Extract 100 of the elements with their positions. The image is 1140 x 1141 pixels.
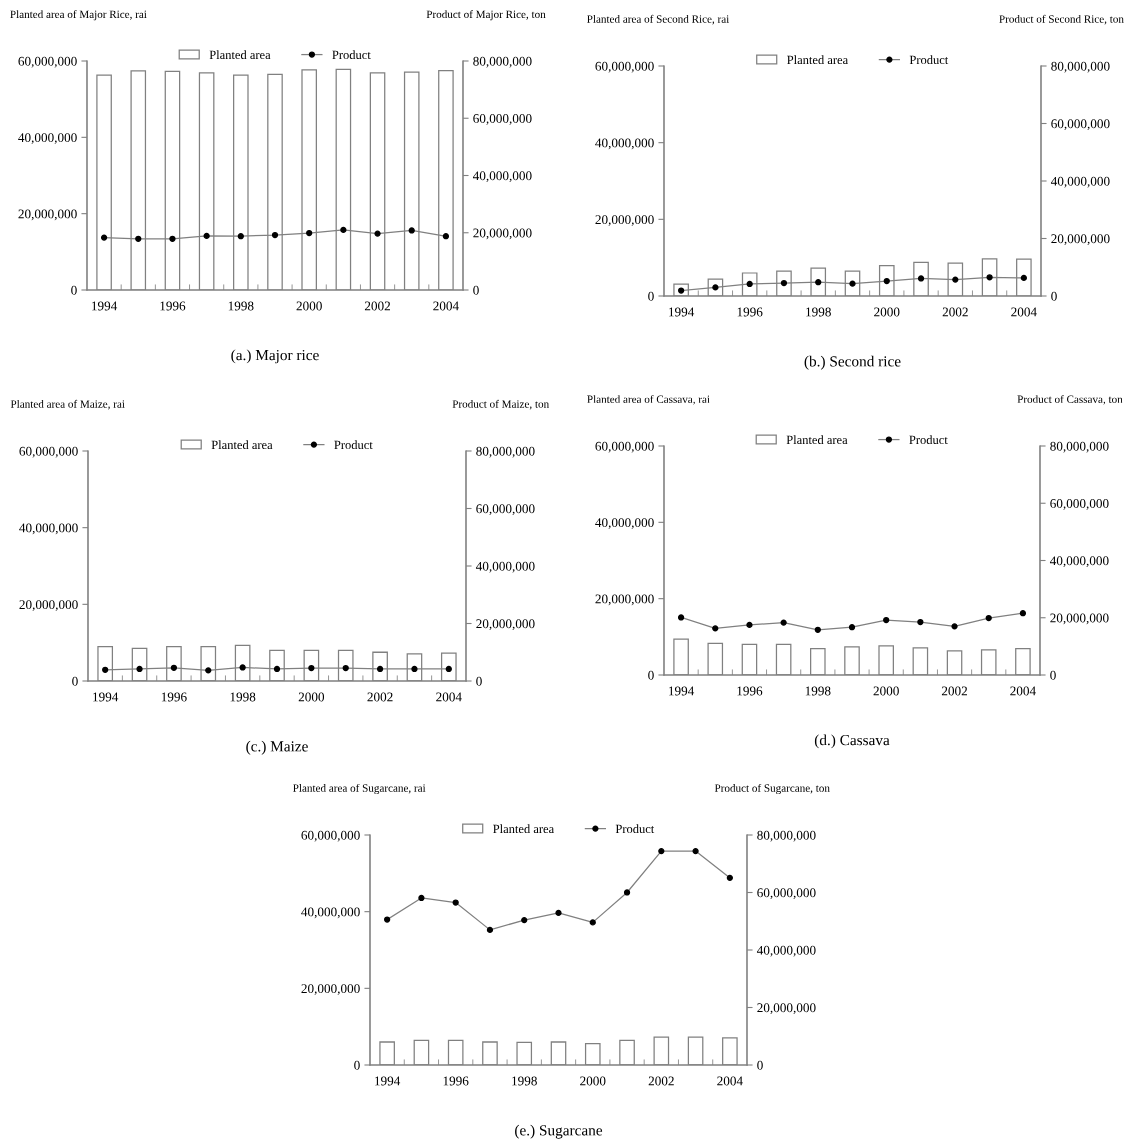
legend-label: Product — [909, 435, 948, 445]
y-tick-label: 20,000,000 — [18, 209, 77, 221]
y2-tick-label: 80,000,000 — [757, 830, 816, 842]
x-tick-label: 2004 — [433, 301, 459, 311]
x-tick-label: 1998 — [230, 692, 256, 702]
y2-axis-title: Product of Cassava, ton — [1017, 395, 1123, 405]
y-tick-label: 20,000,000 — [301, 984, 360, 995]
x-tick-label: 1994 — [669, 307, 695, 317]
x-tick-label: 1994 — [92, 301, 118, 311]
y-tick-label: 60,000,000 — [301, 830, 360, 842]
x-tick-label: 1996 — [737, 307, 763, 317]
y2-tick-label: 80,000,000 — [476, 446, 535, 458]
y2-tick-label: 20,000,000 — [1050, 613, 1109, 625]
y2-tick-label: 80,000,000 — [473, 56, 532, 68]
y-tick-label: 0 — [71, 285, 77, 295]
y2-tick-label: 60,000,000 — [757, 888, 816, 900]
y2-tick-label: 80,000,000 — [1050, 441, 1109, 453]
legend-label: Planted area — [786, 435, 848, 445]
text: (d.) Cassava — [814, 734, 890, 749]
y-tick-label: 60,000,000 — [595, 61, 654, 73]
x-tick-label: 1996 — [737, 686, 763, 696]
x-tick-label: 2000 — [873, 686, 899, 696]
x-tick-label: 1996 — [161, 692, 187, 702]
x-tick-label: 2000 — [874, 307, 900, 317]
x-tick-label: 1996 — [160, 301, 186, 311]
y-tick-label: 20,000,000 — [19, 600, 78, 611]
y2-tick-label: 40,000,000 — [475, 561, 535, 573]
text: (e.) Sugarcane — [515, 1124, 603, 1139]
legend-label: Product — [334, 440, 373, 450]
y-axis-title: Planted area of Cassava, rai — [587, 395, 710, 405]
x-tick-label: 1994 — [93, 692, 119, 702]
y-axis-title: Planted area of Major Rice, rai — [10, 10, 147, 21]
y-axis-title: Planted area of Maize, rai — [10, 399, 125, 410]
x-tick-label: 2004 — [436, 692, 462, 702]
y-tick-label: 40,000,000 — [19, 523, 78, 535]
legend-label: Product — [909, 55, 949, 65]
legend-label: Product — [332, 50, 371, 60]
x-tick-label: 1998 — [512, 1076, 537, 1086]
y2-tick-label: 20,000,000 — [476, 619, 535, 631]
y-tick-label: 20,000,000 — [595, 594, 654, 606]
y2-tick-label: 20,000,000 — [757, 1003, 816, 1015]
y2-tick-label: 0 — [473, 285, 479, 295]
y-tick-label: 0 — [354, 1060, 360, 1070]
y-tick-label: 0 — [72, 676, 78, 686]
y2-tick-label: 20,000,000 — [1051, 234, 1110, 246]
x-tick-label: 2002 — [364, 301, 391, 311]
x-tick-label: 2002 — [941, 686, 968, 696]
x-tick-label: 2000 — [298, 692, 325, 702]
y2-tick-label: 60,000,000 — [476, 504, 535, 516]
y-tick-label: 60,000,000 — [19, 446, 78, 458]
x-tick-label: 2002 — [648, 1076, 674, 1086]
y2-axis-title: Product of Maize, ton — [452, 399, 549, 410]
y2-tick-label: 40,000,000 — [1049, 556, 1109, 568]
legend-label: Planted area — [787, 55, 848, 65]
y-tick-label: 60,000,000 — [595, 441, 654, 453]
text: (b.) Second rice — [804, 355, 901, 370]
y-tick-label: 40,000,000 — [595, 138, 654, 150]
y-tick-label: 40,000,000 — [595, 518, 654, 529]
text: (a.) Major rice — [231, 349, 319, 364]
y-tick-label: 20,000,000 — [595, 215, 654, 226]
y-axis-title: Planted area of Second Rice, rai — [587, 14, 730, 25]
y2-axis-title: Product of Major Rice, ton — [426, 10, 546, 21]
y-tick-label: 0 — [648, 291, 654, 301]
y-tick-label: 40,000,000 — [18, 133, 77, 144]
legend-label: Planted area — [209, 50, 271, 60]
y2-tick-label: 60,000,000 — [1051, 119, 1110, 131]
y2-tick-label: 80,000,000 — [1051, 61, 1110, 73]
y2-tick-label: 40,000,000 — [472, 171, 532, 183]
x-tick-label: 1994 — [669, 686, 695, 696]
y2-tick-label: 0 — [476, 676, 482, 686]
y-axis-title: Planted area of Sugarcane, rai — [293, 783, 426, 795]
y2-tick-label: 0 — [757, 1060, 763, 1070]
y2-tick-label: 0 — [1051, 291, 1057, 301]
y2-tick-label: 20,000,000 — [473, 228, 532, 240]
x-tick-label: 1998 — [806, 307, 831, 317]
x-tick-label: 2000 — [580, 1076, 606, 1086]
x-tick-label: 2004 — [1011, 307, 1037, 317]
x-tick-label: 2002 — [942, 307, 968, 317]
y2-axis-title: Product of Sugarcane, ton — [714, 783, 830, 795]
y2-axis-title: Product of Second Rice, ton — [999, 14, 1124, 25]
y2-tick-label: 40,000,000 — [1050, 176, 1110, 188]
legend-label: Planted area — [211, 440, 273, 450]
y2-tick-label: 0 — [1050, 670, 1056, 680]
x-tick-label: 1998 — [228, 301, 254, 311]
y-tick-label: 0 — [648, 670, 654, 680]
y2-tick-label: 60,000,000 — [1050, 499, 1109, 510]
x-tick-label: 2000 — [296, 301, 322, 311]
x-tick-label: 1994 — [375, 1076, 401, 1086]
legend-label: Product — [615, 824, 655, 834]
x-tick-label: 2004 — [717, 1076, 743, 1086]
y-tick-label: 60,000,000 — [18, 56, 77, 68]
y2-tick-label: 40,000,000 — [756, 945, 816, 957]
x-tick-label: 1996 — [443, 1076, 469, 1086]
y2-tick-label: 60,000,000 — [473, 114, 532, 125]
x-tick-label: 2002 — [367, 692, 393, 702]
legend-label: Planted area — [493, 824, 554, 834]
x-tick-label: 1998 — [805, 686, 831, 696]
text: (c.) Maize — [246, 740, 308, 755]
y-tick-label: 40,000,000 — [301, 907, 360, 919]
x-tick-label: 2004 — [1010, 686, 1036, 696]
